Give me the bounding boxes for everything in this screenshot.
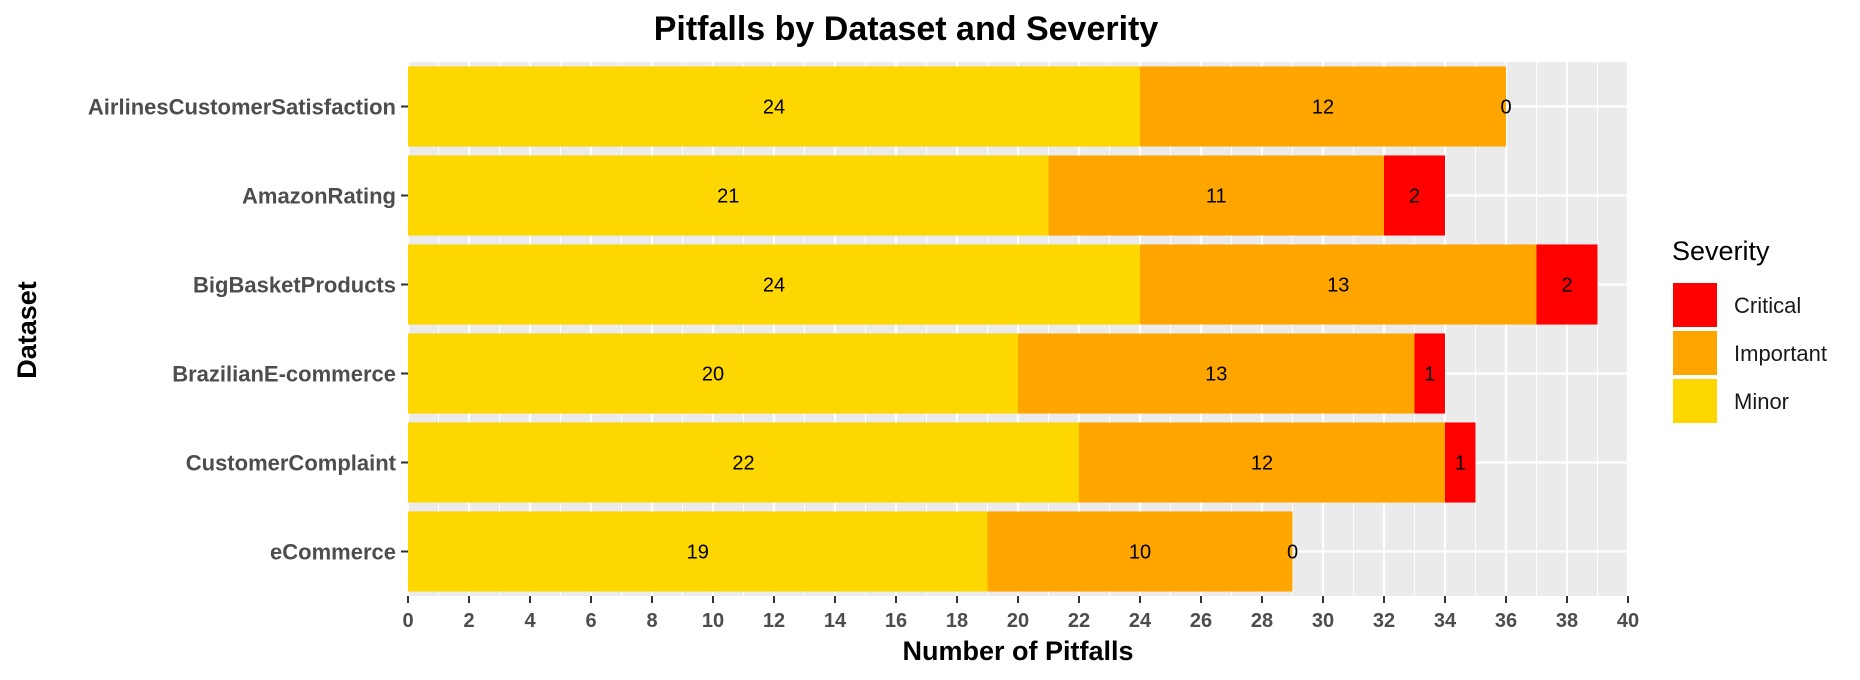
data-label-important: 13: [1327, 275, 1349, 297]
bar-important-bigbasketproducts: [1140, 244, 1537, 325]
data-label-important: 12: [1312, 97, 1334, 119]
legend: Severity Critical Important Minor: [1671, 236, 1827, 425]
data-label-minor: 24: [763, 97, 785, 119]
y-tick-label: AmazonRating: [242, 184, 396, 209]
bar-important-airlinescustomersatisfaction: [1140, 66, 1506, 147]
x-tick-label: 20: [1007, 610, 1029, 632]
data-label-minor: 22: [732, 453, 754, 475]
data-label-minor: 21: [717, 186, 739, 208]
legend-label-minor: Minor: [1734, 389, 1789, 414]
x-tick-label: 14: [824, 610, 847, 632]
x-tick-label: 6: [585, 610, 596, 632]
x-tick-label: 2: [463, 610, 474, 632]
x-tick-label: 16: [885, 610, 907, 632]
data-label-critical: 2: [1561, 275, 1572, 297]
plot-panel: [406, 62, 1630, 596]
legend-swatch-important: [1671, 329, 1719, 377]
data-labels: 24 12 021 11 224 13 220 13 122 12 119 10 0: [687, 97, 1573, 564]
bar-important-amazonrating: [1048, 155, 1384, 236]
bar-minor-ecommerce: [408, 511, 988, 592]
x-tick-label: 4: [524, 610, 536, 632]
data-label-important: 11: [1206, 186, 1227, 208]
x-tick-label: 38: [1556, 610, 1578, 632]
chart-title: Pitfalls by Dataset and Severity: [654, 10, 1159, 48]
x-tick-label: 12: [763, 610, 785, 632]
data-label-critical: 0: [1500, 97, 1511, 119]
bar-minor-braziliane-commerce: [408, 333, 1018, 414]
legend-label-important: Important: [1734, 341, 1827, 366]
x-tick-label: 18: [946, 610, 968, 632]
data-label-important: 12: [1251, 453, 1273, 475]
data-label-minor: 20: [702, 364, 724, 386]
bar-critical-amazonrating: [1384, 155, 1445, 236]
x-tick-label: 28: [1251, 610, 1273, 632]
x-tick-label: 8: [646, 610, 657, 632]
data-label-minor: 19: [687, 542, 709, 564]
x-tick-label: 22: [1068, 610, 1090, 632]
y-axis: AirlinesCustomerSatisfaction AmazonRating…: [88, 95, 408, 565]
bar-minor-bigbasketproducts: [408, 244, 1140, 325]
data-label-critical: 1: [1455, 453, 1466, 475]
data-label-important: 13: [1205, 364, 1227, 386]
legend-swatch-minor: [1671, 377, 1719, 425]
legend-title: Severity: [1672, 236, 1770, 266]
x-tick-label: 32: [1373, 610, 1395, 632]
legend-label-critical: Critical: [1734, 293, 1801, 318]
bar-critical-bigbasketproducts: [1536, 244, 1598, 325]
bar-important-customercomplaint: [1079, 422, 1445, 503]
y-tick-label: AirlinesCustomerSatisfaction: [88, 95, 396, 120]
x-tick-label: 34: [1434, 610, 1457, 632]
data-label-important: 10: [1129, 542, 1151, 564]
x-tick-label: 0: [402, 610, 413, 632]
bar-minor-amazonrating: [408, 155, 1049, 236]
bar-minor-customercomplaint: [408, 422, 1079, 503]
bar-minor-airlinescustomersatisfaction: [408, 66, 1140, 147]
legend-swatch-critical: [1671, 281, 1719, 329]
x-tick-label: 30: [1312, 610, 1334, 632]
x-axis: 0 2 4 6 8 10 12 14 16 18 20 22 24 26 28 30 32 34 36 38 40: [402, 596, 1639, 632]
bars: [408, 66, 1598, 592]
x-tick-label: 40: [1617, 610, 1639, 632]
data-label-minor: 24: [763, 275, 785, 297]
x-tick-label: 36: [1495, 610, 1517, 632]
y-tick-label: eCommerce: [270, 540, 396, 565]
data-label-critical: 1: [1424, 364, 1435, 386]
x-tick-label: 24: [1129, 610, 1152, 632]
x-axis-title: Number of Pitfalls: [902, 636, 1133, 666]
y-tick-label: BrazilianE-commerce: [172, 362, 396, 387]
x-tick-label: 10: [702, 610, 724, 632]
bar-important-ecommerce: [987, 511, 1293, 592]
x-tick-label: 26: [1190, 610, 1212, 632]
bar-important-braziliane-commerce: [1018, 333, 1415, 414]
y-tick-label: BigBasketProducts: [193, 273, 396, 298]
bar-critical-customercomplaint: [1445, 422, 1476, 503]
y-axis-title: Dataset: [12, 281, 42, 379]
data-label-critical: 2: [1409, 186, 1420, 208]
bar-critical-braziliane-commerce: [1414, 333, 1445, 414]
data-label-critical: 0: [1287, 542, 1298, 564]
y-tick-label: CustomerComplaint: [186, 451, 397, 476]
